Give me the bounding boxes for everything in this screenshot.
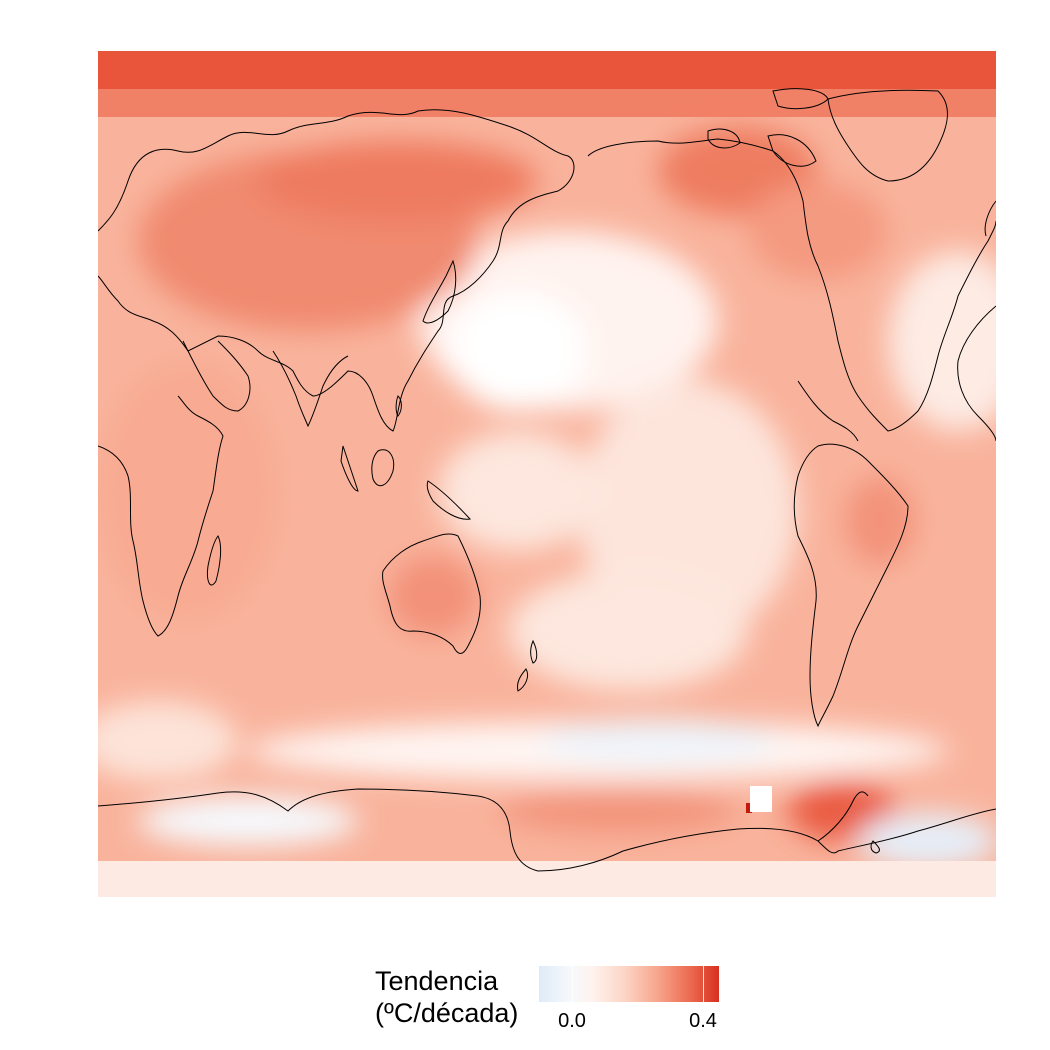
- legend-title-line1: Tendencia: [375, 966, 499, 996]
- siberia-warm: [258, 141, 538, 221]
- legend-tick-1: [703, 966, 704, 1002]
- atlantic-light: [888, 251, 996, 431]
- greenland-coast: [827, 89, 948, 182]
- south-america-coast: [793, 443, 909, 728]
- africa-warm: [98, 361, 278, 621]
- legend-tick-label-0: 0.0: [558, 1010, 586, 1032]
- trend-field: [98, 126, 996, 869]
- arctic-island-2: [707, 128, 741, 149]
- arabia-coast: [182, 340, 251, 412]
- brazil-warm: [845, 476, 915, 566]
- antarctic-peninsula: [817, 791, 869, 842]
- madagascar-coast: [207, 535, 222, 586]
- borneo-coast: [371, 449, 395, 487]
- west-antarctica-cool-left: [138, 796, 358, 846]
- arctic-island-1: [772, 88, 829, 110]
- arctic-band: [98, 51, 996, 89]
- antarctica-coast: [98, 788, 996, 872]
- japan-coast: [422, 259, 457, 324]
- legend-tick-label-1: 0.4: [689, 1010, 717, 1032]
- philippines-coast: [395, 395, 402, 417]
- central-america-coast: [797, 380, 859, 442]
- new-guinea-coast: [426, 480, 471, 520]
- legend-colorbar: [539, 966, 719, 1002]
- antarctic-island: [870, 840, 880, 854]
- coastlines: [98, 88, 996, 872]
- equator-light: [438, 431, 598, 551]
- sumatra-coast: [340, 445, 359, 492]
- map-svg: [98, 51, 996, 897]
- legend-tick-0: [572, 966, 573, 1002]
- arctic-island-3: [767, 134, 817, 167]
- nz-south-coast: [517, 668, 529, 692]
- europe-edge: [984, 200, 996, 237]
- west-antarctica-cool: [858, 813, 996, 869]
- australia-coast: [382, 533, 481, 654]
- southern-ocean-cool: [538, 719, 778, 763]
- east-antarctica-warm: [498, 789, 738, 833]
- iberia-edge: [957, 305, 996, 442]
- india-coast: [272, 350, 349, 428]
- antarctic-bottom-band: [98, 861, 996, 897]
- australia-warm: [388, 556, 478, 636]
- west-light: [98, 701, 238, 781]
- legend: Tendencia (ºC/década) 0.0 0.4: [375, 962, 735, 1042]
- hotspot: [746, 803, 752, 813]
- eurasia-coast: [98, 109, 575, 432]
- arctic-band-2: [98, 89, 996, 117]
- pacific-light-patch-2: [448, 291, 588, 411]
- white-spot: [750, 786, 772, 812]
- legend-title-line2: (ºC/década): [375, 998, 519, 1028]
- canada-warm: [748, 181, 888, 281]
- trend-map: [98, 51, 996, 897]
- north-america-coast: [587, 138, 996, 432]
- nz-north-coast: [530, 639, 538, 664]
- south-pacific-light: [508, 571, 748, 691]
- africa-coast: [98, 395, 224, 637]
